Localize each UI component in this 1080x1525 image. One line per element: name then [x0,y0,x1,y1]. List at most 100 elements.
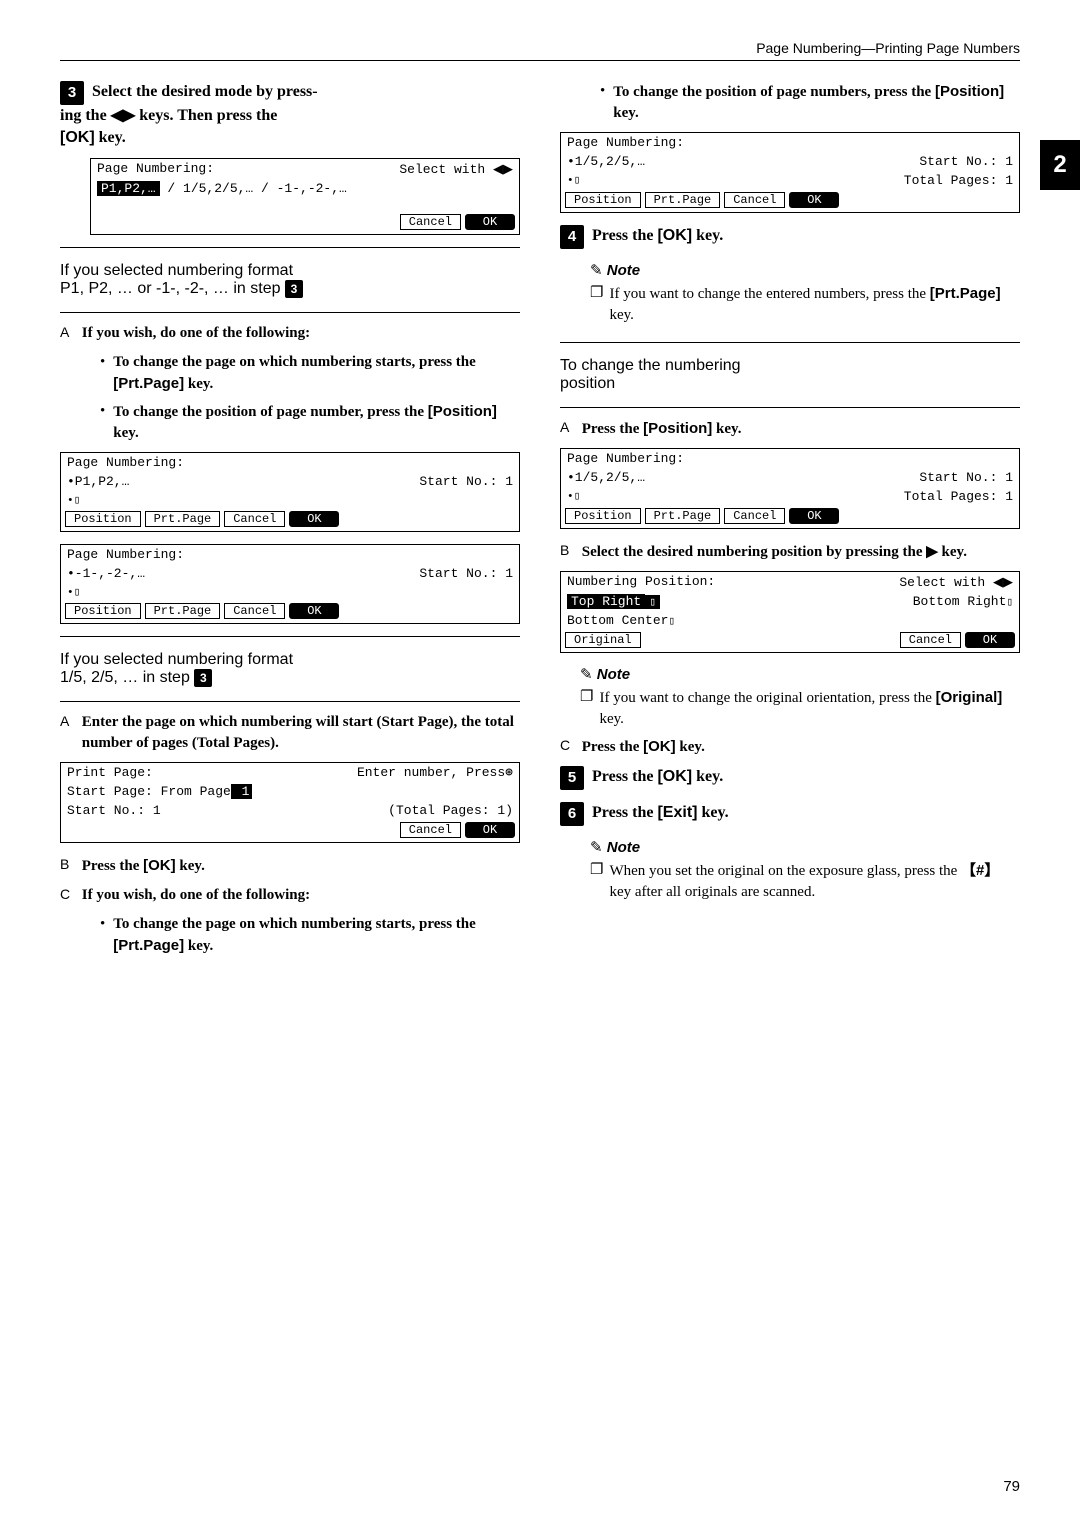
t: key. [176,858,205,874]
cancel-button[interactable]: Cancel [724,508,785,524]
ok-key: [OK] [657,227,692,244]
cancel-button[interactable]: Cancel [900,632,961,648]
step-number: 6 [560,802,584,826]
prtpage-button[interactable]: Prt.Page [645,508,721,524]
ok-button[interactable]: OK [289,603,339,619]
t: Press the [592,227,657,244]
ok-button[interactable]: OK [965,632,1015,648]
ok-button[interactable]: OK [289,511,339,527]
position-button[interactable]: Position [65,603,141,619]
substep-c: C If you wish, do one of the fol­lowing: [60,885,520,906]
page-icon: •▯ [67,585,80,599]
lcd-row: •P1,P2,… Start No.: 1 [61,472,519,491]
t: Press the [592,768,657,785]
rule [60,247,520,248]
position-key: [Position] [643,420,712,437]
cancel-button[interactable]: Cancel [400,822,461,838]
lcd-text: P1,P2,… / 1/5,2/5,… / -1-,-2-,… [97,181,347,196]
cancel-button[interactable]: Cancel [224,511,285,527]
cancel-button[interactable]: Cancel [724,192,785,208]
step-ref-icon: 3 [194,669,212,687]
t: key. [184,938,213,954]
t: •1/5,2/5,… [567,470,645,485]
t: Enter number, Press⊛ [357,765,513,780]
page-header: Page Numbering—Printing Page Numbers [60,40,1020,61]
prtpage-button[interactable]: Prt.Page [645,192,721,208]
arrow-icon: ◀▶ [493,161,513,176]
cancel-button[interactable]: Cancel [400,214,461,230]
t: Bottom Right▯ [913,594,1013,609]
ok-button[interactable]: OK [465,214,515,230]
cancel-button[interactable]: Cancel [224,603,285,619]
lcd-text: Page Numbering: [97,161,214,177]
lcd-row: Start No.: 1(Total Pages: 1) [61,801,519,820]
note-mark: ❐ [580,687,593,730]
t: key. [184,376,213,392]
t: Start No.: 1 [419,474,513,489]
substep-a: A Enter the page on which num­bering wil… [60,712,520,754]
ok-button[interactable]: OK [789,192,839,208]
lcd-screen: Page Numbering: Select with ◀▶ P1,P2,… /… [90,158,520,235]
t: Start Page: From Page [67,784,231,799]
lcd-row: •-1-,-2-,…Start No.: 1 [61,564,519,583]
substep-letter: B [60,855,78,875]
bullet: • To change the position of page numbers… [600,81,1020,124]
prtpage-button[interactable]: Prt.Page [145,603,221,619]
note-item: ❐ When you set the original on the expos… [590,860,1020,903]
step-text: Press the [Exit] key. [592,804,729,821]
t: key. [613,105,638,121]
lcd-selected: P1,P2,… [97,181,160,196]
step-4: 4 Press the [OK] key. [560,225,1020,249]
t: Print Page: [67,765,153,780]
t: Total Pages: 1 [904,173,1013,188]
exit-key: [Exit] [657,804,697,821]
t: Start No.: 1 [919,470,1013,485]
lcd-row: Page Numbering: Select with ◀▶ [91,159,519,179]
hash-icon: ⊛ [505,765,513,780]
t: key. [712,421,741,437]
rule [60,636,520,637]
original-button[interactable]: Original [565,632,641,648]
note-block: Note ❐ When you set the original on the … [590,838,1020,903]
page-icon: ▯ [1006,597,1013,609]
step-ref-icon: 3 [285,280,303,298]
rule [60,695,520,702]
substep-text: Enter the page on which num­bering will … [82,712,520,754]
t: key. [113,425,138,441]
step-5: 5 Press the [OK] key. [560,766,1020,790]
prtpage-key: [Prt.Page] [113,937,184,954]
rule [560,342,1020,343]
t: If you wish, do one of the fol­lowing: [82,325,310,341]
t: Bottom Center▯ [567,613,675,628]
t: •P1,P2,… [67,474,129,489]
t: Press the [592,804,657,821]
prtpage-key: [Prt.Page] [113,375,184,392]
t: If you selected numbering format [60,262,520,280]
t: (Total Pages: 1) [388,803,513,818]
lcd-row: Page Numbering: [61,545,519,564]
ok-button[interactable]: OK [465,822,515,838]
substep-text: If you wish, do one of the fol­lowing: [82,885,520,906]
hash-key: 【#】 [961,862,999,879]
substep-a: A If you wish, do one of the fol­lowing: [60,323,520,344]
t: Enter number, Press [357,765,505,780]
t: To change the position of page number, p… [113,401,520,444]
ok-button[interactable]: OK [789,508,839,524]
prtpage-button[interactable]: Prt.Page [145,511,221,527]
t: Start No.: 1 [919,154,1013,169]
arrow-keys-icon: ◀▶ [111,107,136,124]
position-button[interactable]: Position [565,508,641,524]
content-columns: 3 Select the desired mode by press- ing … [60,81,1020,963]
t: When you set the original on the exposur… [609,860,1020,903]
step-number: 3 [60,81,84,105]
page-icon: •▯ [67,493,80,507]
position-button[interactable]: Position [565,192,641,208]
bullet-mark: • [100,914,105,957]
lcd-row [91,198,519,212]
t: Select the desired numbering position by… [582,544,926,560]
position-button[interactable]: Position [65,511,141,527]
t: Select the desired mode by press- [92,83,318,100]
note-mark: ❐ [590,860,603,903]
page-icon: •▯ [567,489,580,504]
right-column: • To change the position of page numbers… [560,81,1020,963]
